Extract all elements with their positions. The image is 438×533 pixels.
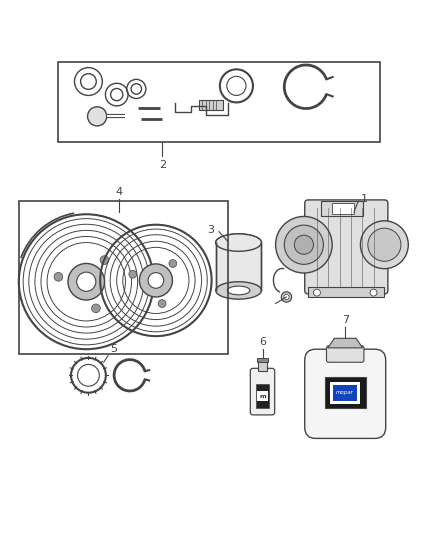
Circle shape xyxy=(360,221,408,269)
Bar xyxy=(330,382,360,403)
Text: 5: 5 xyxy=(110,344,117,353)
FancyBboxPatch shape xyxy=(251,368,275,415)
Text: 7: 7 xyxy=(342,315,349,325)
Text: 3: 3 xyxy=(208,224,215,235)
Circle shape xyxy=(129,270,137,278)
Circle shape xyxy=(284,294,289,300)
Bar xyxy=(333,385,357,400)
Circle shape xyxy=(169,260,177,268)
Bar xyxy=(308,287,385,297)
Bar xyxy=(58,62,380,142)
Bar xyxy=(257,358,268,362)
Circle shape xyxy=(148,272,164,288)
Bar xyxy=(325,377,366,408)
Bar xyxy=(19,201,228,353)
Text: mopar: mopar xyxy=(336,390,354,395)
Bar xyxy=(255,384,269,408)
Circle shape xyxy=(284,225,323,264)
Ellipse shape xyxy=(216,234,261,251)
Bar xyxy=(258,361,267,371)
Text: 2: 2 xyxy=(159,160,166,170)
Circle shape xyxy=(54,272,63,281)
Text: m: m xyxy=(259,394,266,399)
Circle shape xyxy=(370,289,377,296)
Circle shape xyxy=(77,272,96,292)
Circle shape xyxy=(368,228,401,261)
Text: 6: 6 xyxy=(259,337,266,347)
Bar xyxy=(332,204,354,214)
Bar xyxy=(257,391,268,401)
Text: 4: 4 xyxy=(115,187,123,197)
Polygon shape xyxy=(328,338,363,348)
Ellipse shape xyxy=(227,286,250,295)
Bar xyxy=(199,100,223,110)
Circle shape xyxy=(158,300,166,308)
FancyBboxPatch shape xyxy=(305,200,388,294)
Circle shape xyxy=(281,292,292,302)
Circle shape xyxy=(100,256,109,264)
Ellipse shape xyxy=(216,282,261,299)
Circle shape xyxy=(139,264,173,297)
Bar xyxy=(216,243,261,290)
Circle shape xyxy=(276,216,332,273)
Circle shape xyxy=(314,289,321,296)
Circle shape xyxy=(88,107,107,126)
Circle shape xyxy=(294,235,314,254)
Circle shape xyxy=(92,304,100,313)
FancyBboxPatch shape xyxy=(326,346,364,362)
FancyBboxPatch shape xyxy=(305,349,386,439)
Ellipse shape xyxy=(216,234,261,251)
Bar xyxy=(321,201,363,216)
Circle shape xyxy=(68,263,105,300)
Text: 1: 1 xyxy=(360,194,367,204)
